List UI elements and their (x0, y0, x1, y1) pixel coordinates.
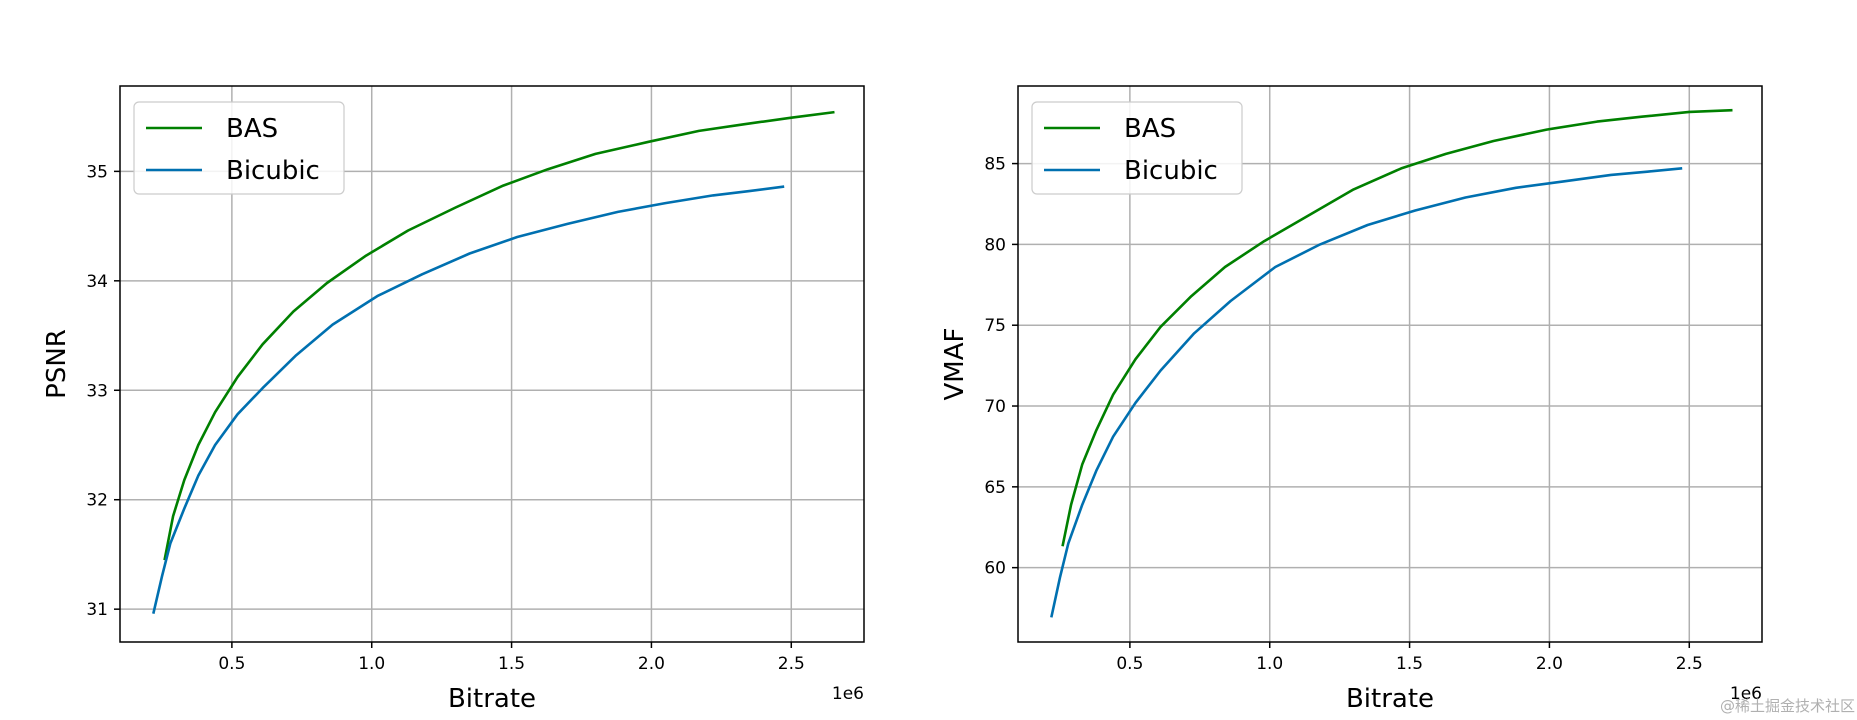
chart-0-x-tick-label-2: 1.5 (498, 654, 525, 674)
chart-0-series-line-bas (163, 110, 835, 561)
chart-1-legend-label-bicubic: Bicubic (1124, 156, 1218, 186)
chart-1-y-tick-label-3: 75 (984, 316, 1006, 336)
watermark-text: @稀土掘金技术社区 (1720, 697, 1855, 715)
chart-1-y-tick-label-2: 70 (984, 397, 1006, 417)
chart-0-x-offset-label: 1e6 (832, 684, 864, 704)
chart-1-y-axis-label: VMAF (940, 328, 970, 401)
chart-1-x-offset-label: 1e6 (1730, 684, 1762, 704)
chart-1-x-tick-label-3: 2.0 (1536, 654, 1563, 674)
chart-1-x-axis-label: Bitrate (1346, 684, 1434, 714)
chart-0-x-tick-label-4: 2.5 (778, 654, 805, 674)
chart-1-plot-frame (1017, 85, 1763, 643)
chart-0-y-tick-label-4: 35 (86, 162, 108, 182)
chart-0-y-tick-label-2: 33 (86, 381, 108, 401)
chart-0-series-line-bicubic (152, 185, 785, 614)
chart-0-y-tick-label-3: 34 (86, 272, 108, 292)
chart-0-x-tick-label-3: 2.0 (638, 654, 665, 674)
chart-1-series-line-bicubic (1050, 166, 1683, 618)
vmaf-chart: 0.5 1.0 1.5 2.0 2.5 60 65 70 75 80 85 Bitrate VMAF 1e… (940, 85, 1763, 714)
chart-0-x-axis-label: Bitrate (448, 684, 536, 714)
chart-0-plot-frame (119, 85, 865, 643)
chart-0-legend-label-bas: BAS (226, 114, 278, 144)
chart-0-y-tick-label-1: 32 (86, 491, 108, 511)
chart-1-y-tick-label-5: 85 (984, 155, 1006, 175)
chart-1-x-tick-label-0: 0.5 (1116, 654, 1143, 674)
chart-1-series-line-bas (1061, 108, 1733, 547)
chart-1-y-tick-label-4: 80 (984, 235, 1006, 255)
chart-0-x-tick-label-1: 1.0 (358, 654, 385, 674)
chart-1-y-tick-label-1: 65 (984, 478, 1006, 498)
chart-0-y-axis-label: PSNR (42, 329, 72, 399)
chart-1-legend-label-bas: BAS (1124, 114, 1176, 144)
chart-1-x-tick-label-1: 1.0 (1256, 654, 1283, 674)
chart-1-x-tick-label-2: 1.5 (1396, 654, 1423, 674)
psnr-chart: 0.5 1.0 1.5 2.0 2.5 31 32 33 34 35 Bitrate PSNR 1e6 B… (42, 85, 865, 714)
chart-0-x-tick-label-0: 0.5 (218, 654, 245, 674)
chart-1-x-tick-label-4: 2.5 (1676, 654, 1703, 674)
chart-0-legend-label-bicubic: Bicubic (226, 156, 320, 186)
chart-0-y-tick-label-0: 31 (86, 600, 108, 620)
chart-1-y-tick-label-0: 60 (984, 559, 1006, 579)
